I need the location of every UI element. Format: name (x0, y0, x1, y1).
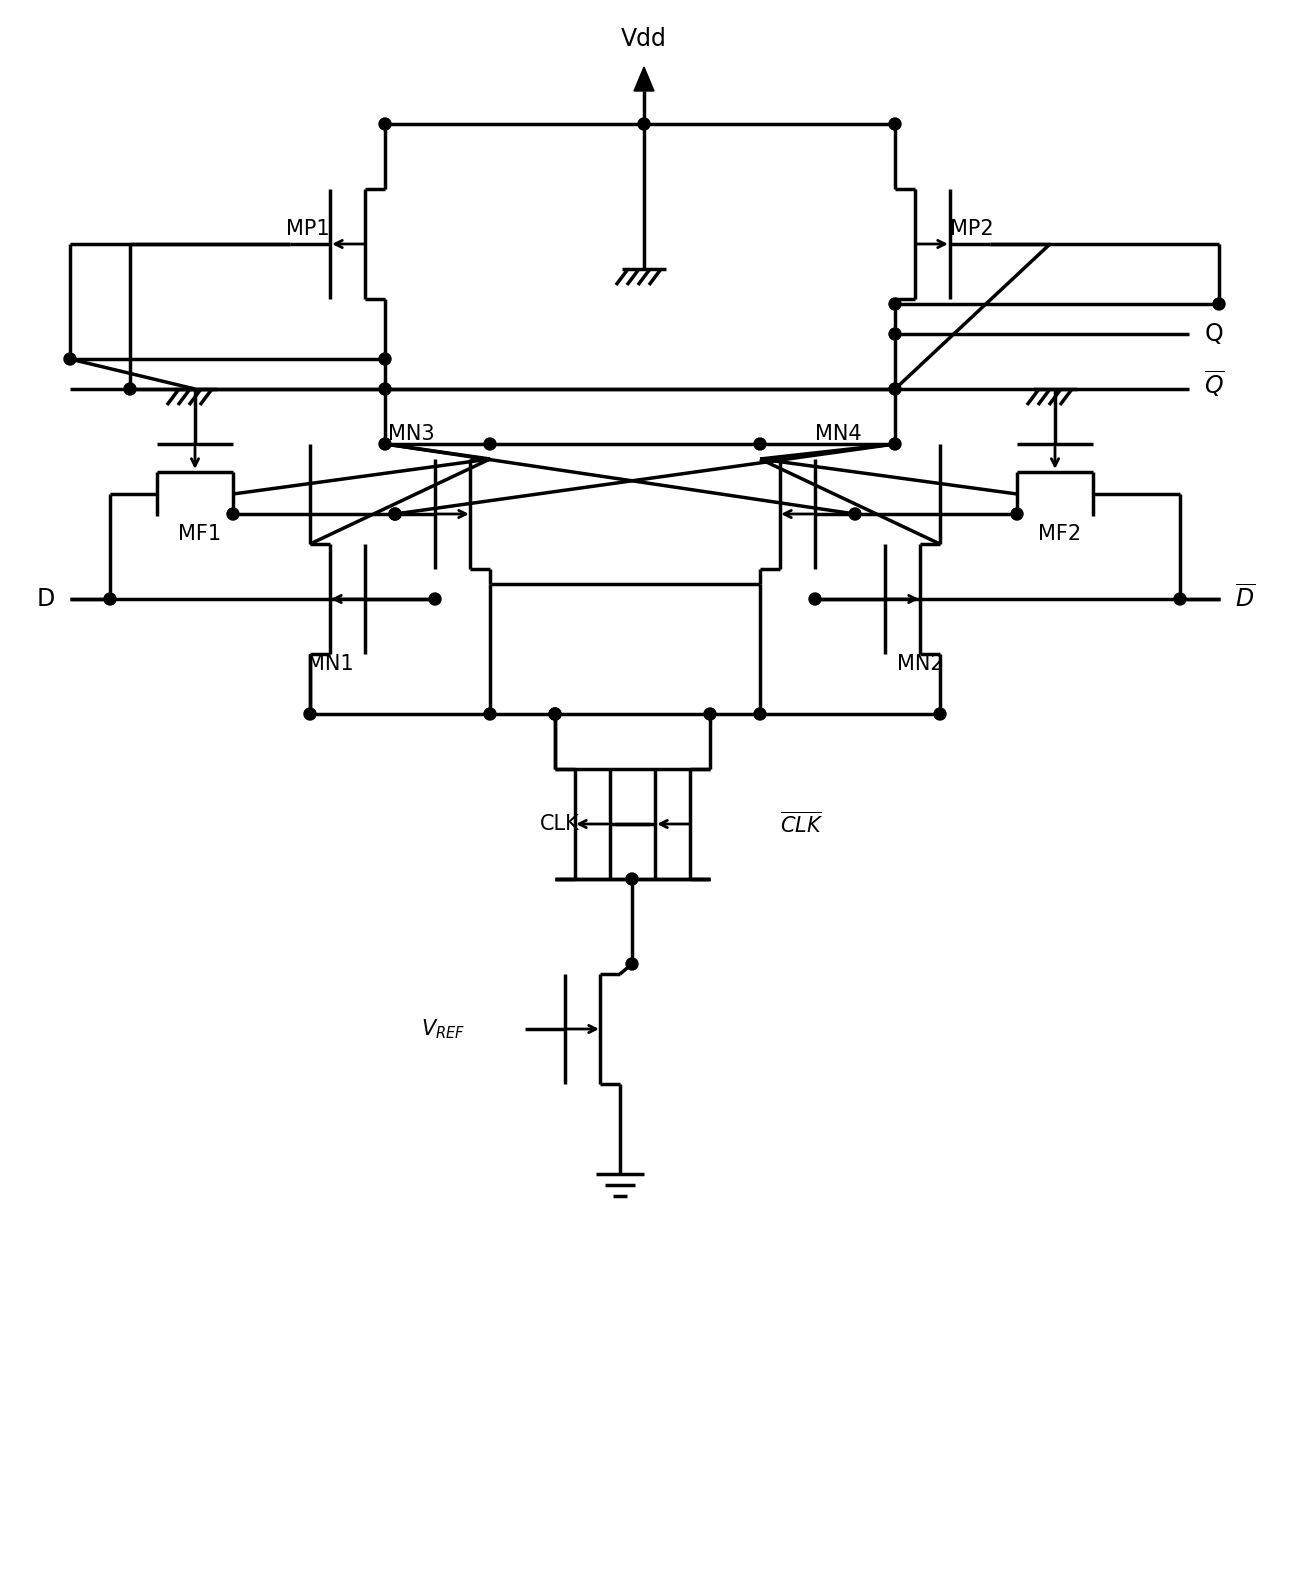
Circle shape (889, 439, 901, 450)
Text: D: D (37, 588, 55, 611)
Circle shape (754, 708, 766, 721)
Circle shape (1174, 592, 1186, 605)
Polygon shape (634, 67, 654, 90)
Circle shape (809, 592, 821, 605)
Circle shape (889, 328, 901, 341)
Circle shape (429, 592, 441, 605)
Text: MN1: MN1 (307, 654, 353, 675)
Circle shape (483, 708, 496, 721)
Circle shape (935, 708, 946, 721)
Circle shape (549, 708, 561, 721)
Circle shape (389, 508, 401, 520)
Circle shape (389, 508, 401, 520)
Text: MF1: MF1 (178, 524, 222, 543)
Circle shape (64, 353, 76, 364)
Circle shape (626, 873, 638, 885)
Text: MF2: MF2 (1039, 524, 1081, 543)
Circle shape (889, 383, 901, 394)
Text: $\overline{Q}$: $\overline{Q}$ (1204, 369, 1225, 399)
Circle shape (754, 439, 766, 450)
Text: MN3: MN3 (388, 425, 434, 444)
Circle shape (227, 508, 238, 520)
Circle shape (889, 298, 901, 310)
Text: CLK: CLK (540, 814, 580, 835)
Text: MN2: MN2 (897, 654, 944, 675)
Circle shape (304, 708, 316, 721)
Circle shape (626, 958, 638, 969)
Text: MP2: MP2 (950, 219, 994, 239)
Circle shape (889, 117, 901, 130)
Circle shape (379, 439, 391, 450)
Circle shape (379, 383, 391, 394)
Circle shape (849, 508, 861, 520)
Text: $\overline{CLK}$: $\overline{CLK}$ (780, 811, 824, 836)
Text: MP1: MP1 (286, 219, 330, 239)
Text: $V_{REF}$: $V_{REF}$ (420, 1017, 465, 1041)
Circle shape (104, 592, 116, 605)
Circle shape (638, 117, 650, 130)
Circle shape (379, 117, 391, 130)
Text: MN4: MN4 (815, 425, 861, 444)
Circle shape (379, 353, 391, 364)
Circle shape (549, 708, 561, 721)
Text: Q: Q (1205, 322, 1223, 345)
Circle shape (704, 708, 715, 721)
Circle shape (1011, 508, 1023, 520)
Circle shape (483, 439, 496, 450)
Text: Vdd: Vdd (621, 27, 666, 51)
Text: $\overline{D}$: $\overline{D}$ (1235, 586, 1255, 613)
Circle shape (1213, 298, 1225, 310)
Circle shape (124, 383, 137, 394)
